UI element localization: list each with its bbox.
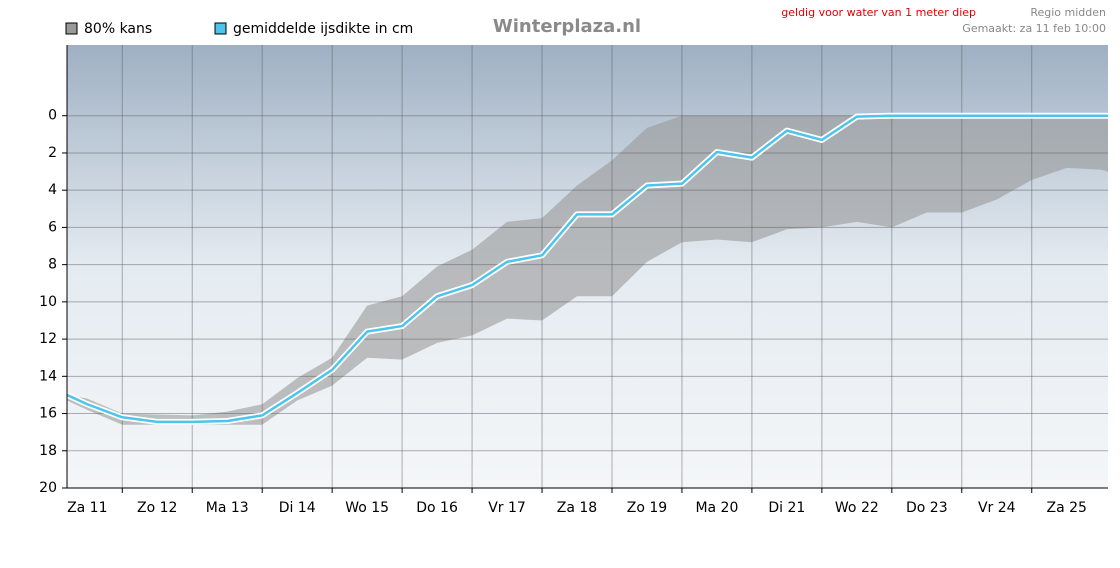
legend-label: gemiddelde ijsdikte in cm <box>233 21 413 37</box>
y-tick-label: 4 <box>48 182 57 198</box>
x-tick-label: Do 23 <box>906 500 948 516</box>
x-tick-label: Ma 13 <box>206 500 249 516</box>
note: geldig voor water van 1 meter diep <box>781 6 976 19</box>
y-tick-label: 10 <box>39 294 57 310</box>
x-tick-label: Vr 24 <box>978 500 1016 516</box>
y-tick-label: 18 <box>39 443 57 459</box>
x-tick-label: Ma 20 <box>695 500 738 516</box>
x-tick-label: Zo 12 <box>137 500 177 516</box>
band-area <box>67 115 1108 425</box>
legend-swatch <box>65 22 78 35</box>
y-tick-label: 8 <box>48 257 57 273</box>
x-tick-label: Za 11 <box>67 500 107 516</box>
y-tick-label: 6 <box>48 219 57 235</box>
y-tick-label: 12 <box>39 331 57 347</box>
legend-label: 80% kans <box>84 21 152 37</box>
x-tick-label: Za 18 <box>557 500 597 516</box>
x-tick-label: Wo 15 <box>345 500 389 516</box>
y-tick-label: 0 <box>48 108 57 124</box>
made-date: Gemaakt: za 11 feb 10:00 <box>962 22 1106 35</box>
x-tick-label: Di 21 <box>768 500 805 516</box>
y-tick-label: 14 <box>39 368 57 384</box>
x-tick-label: Do 16 <box>416 500 458 516</box>
y-tick-label: 20 <box>39 480 57 496</box>
line <box>66 114 1108 424</box>
x-tick-label: Za 25 <box>1047 500 1087 516</box>
chart-title: Winterplaza.nl <box>493 16 641 37</box>
y-tick-label: 2 <box>48 145 57 161</box>
x-tick-label: Vr 17 <box>488 500 526 516</box>
x-tick-label: Di 14 <box>279 500 316 516</box>
x-tick-label: Zo 19 <box>627 500 667 516</box>
y-tick-label: 16 <box>39 406 57 422</box>
region: Regio midden <box>1030 6 1106 19</box>
x-tick-label: Wo 22 <box>835 500 879 516</box>
legend-swatch <box>214 22 227 35</box>
